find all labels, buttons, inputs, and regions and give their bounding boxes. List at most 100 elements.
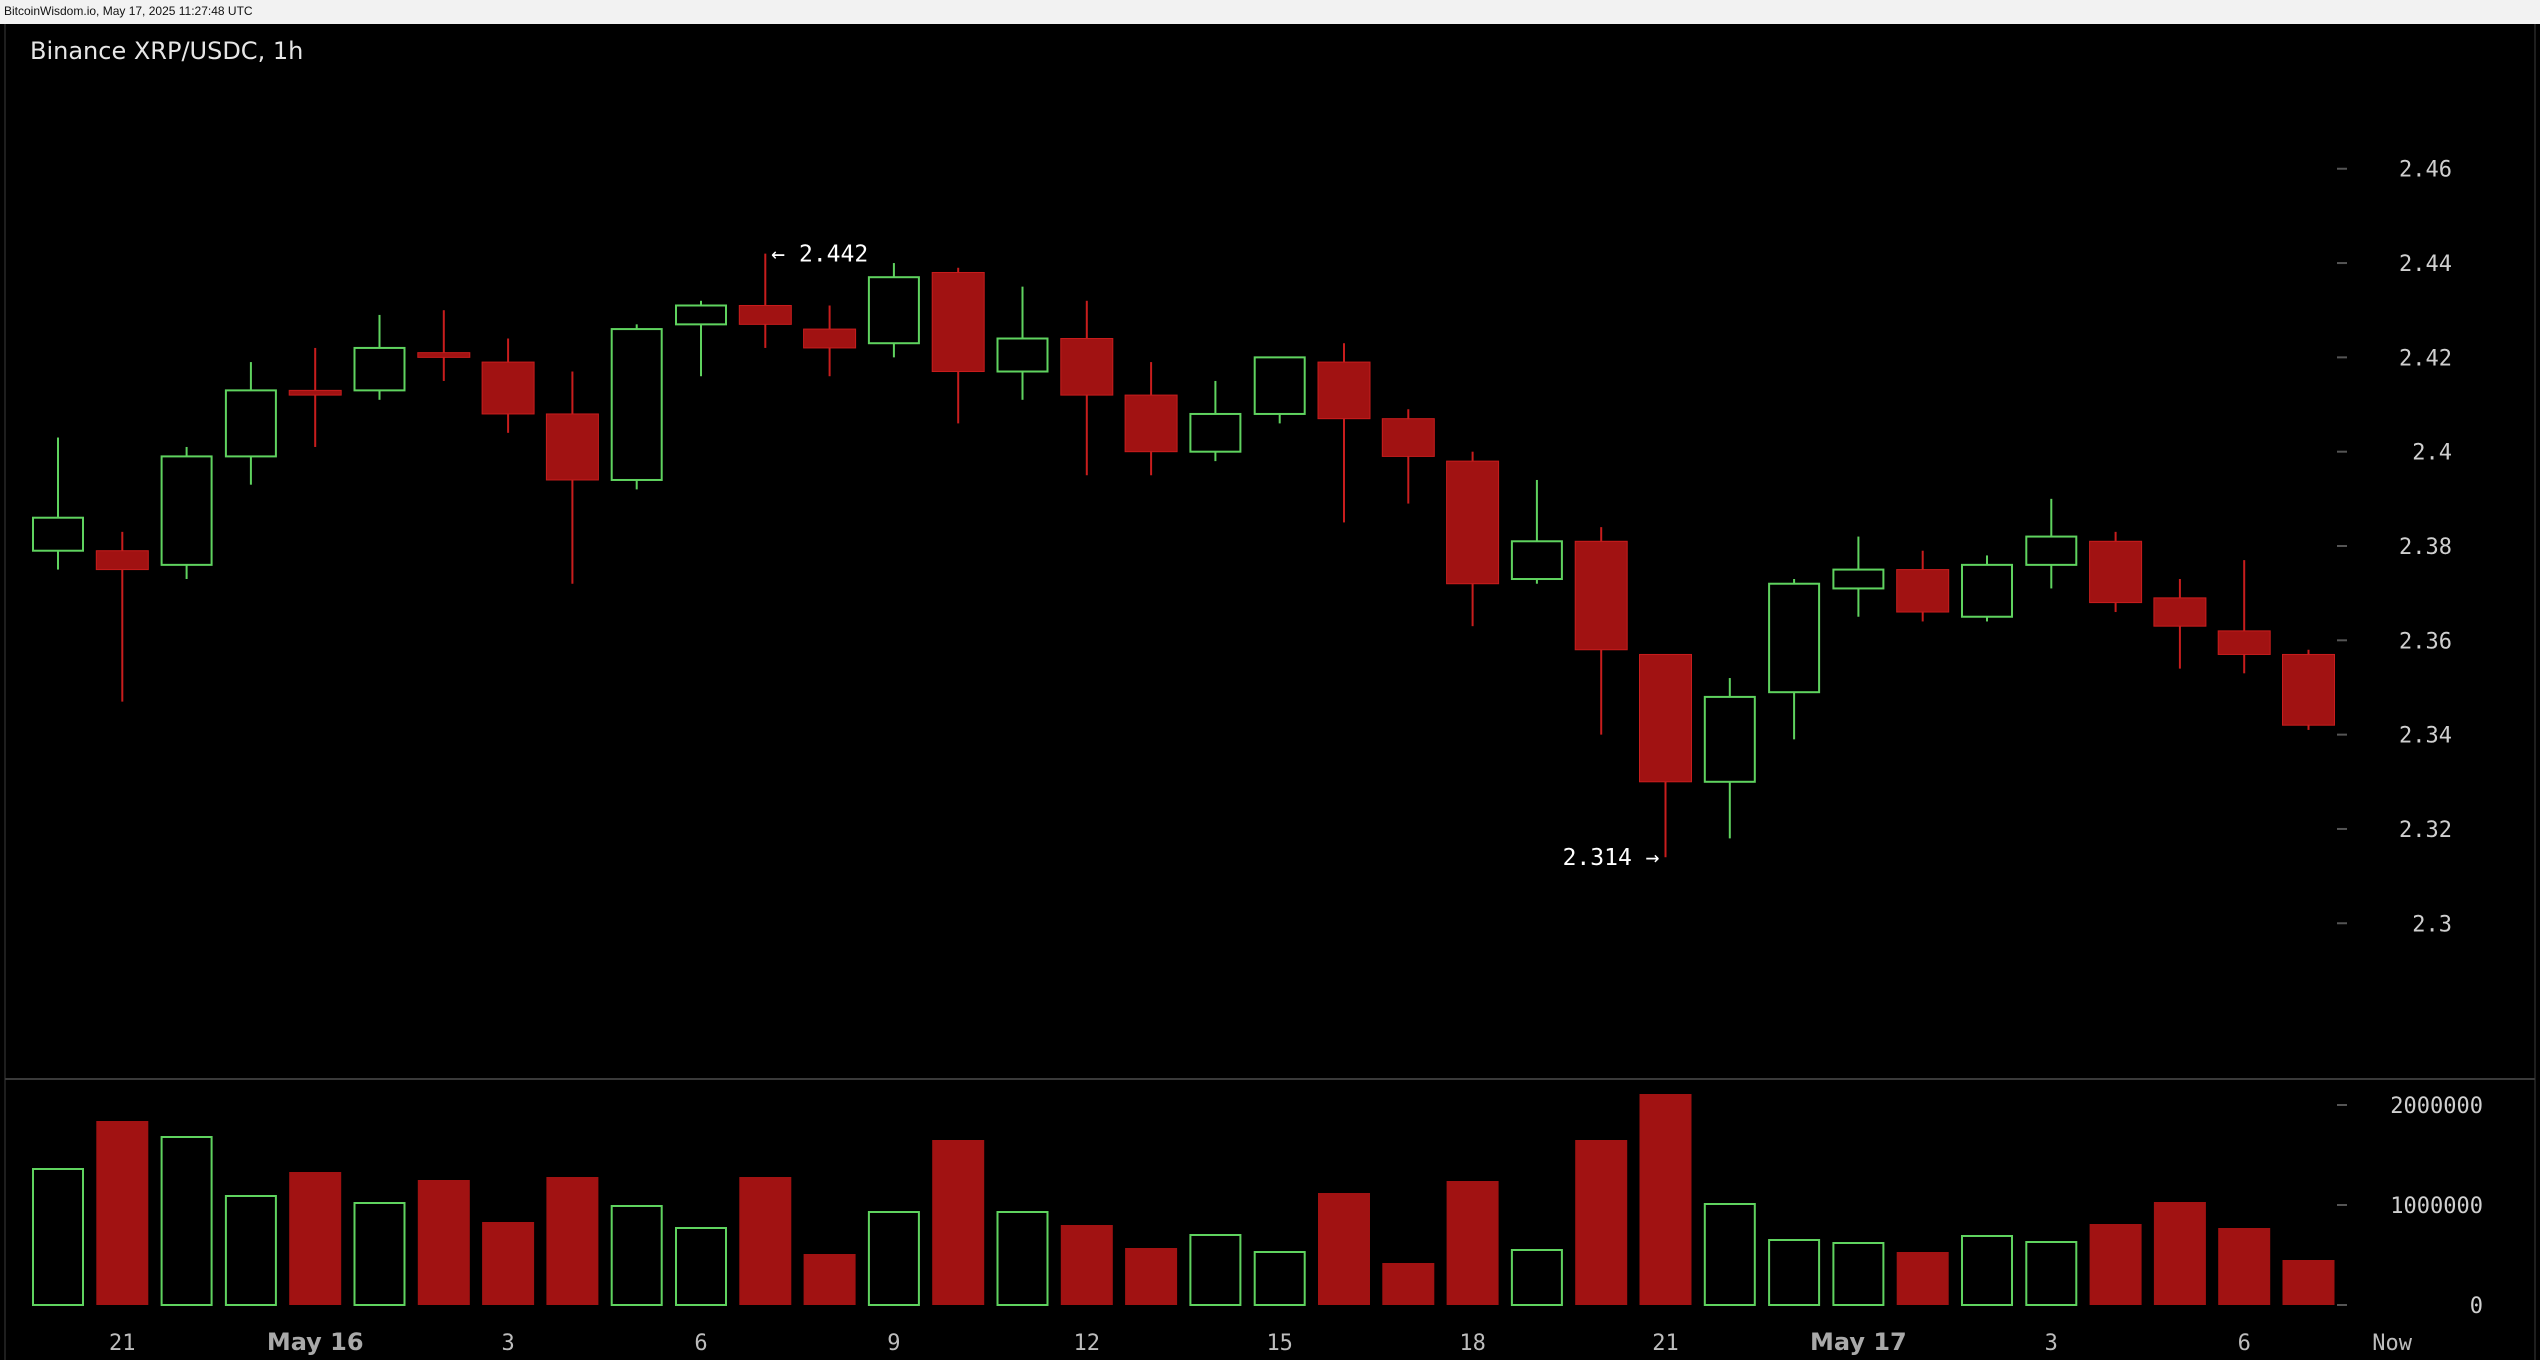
price-tick-label: 2.36: [2399, 629, 2452, 654]
candles: [32, 253, 2335, 858]
candle-body-down: [2217, 630, 2271, 655]
volume-bar-up: [1703, 1203, 1756, 1306]
volume-bar-down: [482, 1222, 535, 1305]
volume-bar-up: [224, 1195, 277, 1306]
price-tick-label: 2.4: [2412, 441, 2452, 466]
candle-body-down: [288, 389, 342, 396]
high-price-annotation: ← 2.442: [771, 242, 868, 268]
candle-body-up: [353, 346, 406, 392]
price-tick-label: 2.38: [2399, 535, 2452, 560]
x-tick-label: Now: [2372, 1331, 2412, 1356]
volume-bar-up: [2025, 1241, 2078, 1306]
candle-body-down: [1446, 460, 1500, 585]
x-tick-label: 3: [2045, 1331, 2058, 1356]
volume-bar-down: [96, 1121, 149, 1305]
x-tick-label: 18: [1459, 1331, 1486, 1356]
chart-background: [0, 24, 2540, 1360]
price-tick-label: 2.46: [2399, 158, 2452, 183]
volume-tick-label: 0: [2470, 1294, 2483, 1319]
volume-bar-down: [739, 1177, 792, 1305]
x-tick-label: 21: [1652, 1331, 1679, 1356]
x-tick-label: May 16: [267, 1328, 364, 1356]
candle-body-up: [1768, 582, 1821, 694]
volume-bar-down: [1896, 1252, 1949, 1305]
annotations: ← 2.442 2.314 →: [771, 242, 1659, 872]
volume-bar-up: [1768, 1239, 1821, 1306]
x-tick-label: 3: [501, 1331, 514, 1356]
timestamp-text: BitcoinWisdom.io, May 17, 2025 11:27:48 …: [4, 4, 253, 18]
timestamp-bar: BitcoinWisdom.io, May 17, 2025 11:27:48 …: [0, 0, 2540, 24]
candle-body-up: [867, 276, 920, 345]
candle-body-down: [2282, 653, 2335, 726]
volume-bar-down: [803, 1254, 856, 1305]
candle-body-up: [1703, 695, 1756, 783]
candle-body-down: [1639, 653, 1692, 783]
x-tick-label: 21: [109, 1331, 136, 1356]
price-axis: 2.3 2.32 2.34 2.36 2.38 2.4 2.42 2.44 2.46: [2337, 158, 2452, 937]
candle-body-down: [545, 413, 599, 481]
volume-bar-down: [1446, 1181, 1499, 1305]
volume-bar-up: [32, 1168, 84, 1306]
volume-tick-label: 2000000: [2390, 1094, 2483, 1119]
x-tick-label: May 17: [1810, 1328, 1907, 1356]
volume-bar-down: [417, 1180, 470, 1305]
volume-bar-up: [996, 1211, 1049, 1306]
candle-body-down: [1896, 569, 1950, 613]
volume-bar-up: [867, 1211, 920, 1306]
candle-body-up: [1832, 568, 1885, 590]
candle-body-up: [224, 389, 277, 458]
candle-body-down: [738, 304, 792, 325]
x-tick-label: 12: [1074, 1331, 1101, 1356]
volume-bar-up: [1510, 1249, 1563, 1306]
candle-body-up: [1510, 540, 1563, 581]
volume-bar-up: [610, 1205, 663, 1306]
candle-body-down: [1317, 361, 1371, 420]
x-tick-label: 6: [2238, 1331, 2251, 1356]
x-axis: 21 May 16 3 6 9 12 15 18 21 May 17 3 6 Now: [109, 1328, 2413, 1356]
candle-body-up: [996, 337, 1049, 373]
candle-body-up: [675, 304, 727, 326]
price-tick-label: 2.34: [2399, 724, 2452, 749]
x-tick-label: 9: [887, 1331, 900, 1356]
volume-bar-down: [1575, 1140, 1628, 1305]
volume-bar-up: [675, 1227, 727, 1306]
candle-body-up: [2025, 535, 2078, 566]
low-price-annotation: 2.314 →: [1563, 845, 1660, 871]
candle-body-up: [1961, 563, 2013, 618]
price-chart[interactable]: Binance XRP/USDC, 1h 2.3 2.32 2.34 2.36 2.38…: [0, 24, 2540, 1360]
volume-bar-down: [1382, 1263, 1435, 1305]
volume-bar-down: [2218, 1228, 2271, 1305]
candle-body-down: [1060, 338, 1114, 396]
volume-bar-down: [1318, 1193, 1370, 1305]
volume-bars: [32, 1094, 2335, 1306]
candle-body-down: [1574, 540, 1628, 651]
price-tick-label: 2.42: [2399, 346, 2452, 371]
candle-body-down: [95, 550, 149, 571]
candle-body-down: [931, 271, 985, 373]
x-tick-label: 15: [1266, 1331, 1293, 1356]
volume-bar-up: [160, 1136, 213, 1306]
candle-body-down: [2153, 597, 2207, 627]
volume-bar-down: [289, 1172, 342, 1305]
volume-bar-down: [2282, 1260, 2335, 1305]
price-tick-label: 2.44: [2399, 252, 2452, 277]
volume-bar-up: [1189, 1234, 1242, 1306]
candle-body-down: [2089, 540, 2143, 604]
candle-body-down: [803, 328, 857, 349]
candle-body-up: [160, 455, 213, 566]
price-tick-label: 2.32: [2399, 818, 2452, 843]
volume-tick-label: 1000000: [2390, 1194, 2483, 1219]
candle-body-up: [32, 516, 84, 552]
candle-body-up: [610, 328, 663, 481]
candle-body-up: [1253, 356, 1306, 415]
volume-bar-down: [546, 1177, 599, 1305]
candle-body-up: [1189, 412, 1242, 453]
volume-bar-up: [1961, 1235, 2013, 1306]
volume-bar-up: [1832, 1242, 1885, 1306]
candle-body-down: [481, 361, 535, 415]
candle-body-down: [1381, 418, 1435, 457]
volume-bar-down: [1125, 1248, 1178, 1305]
volume-bar-up: [353, 1202, 406, 1306]
volume-bar-up: [1253, 1251, 1306, 1306]
volume-bar-down: [932, 1140, 985, 1305]
